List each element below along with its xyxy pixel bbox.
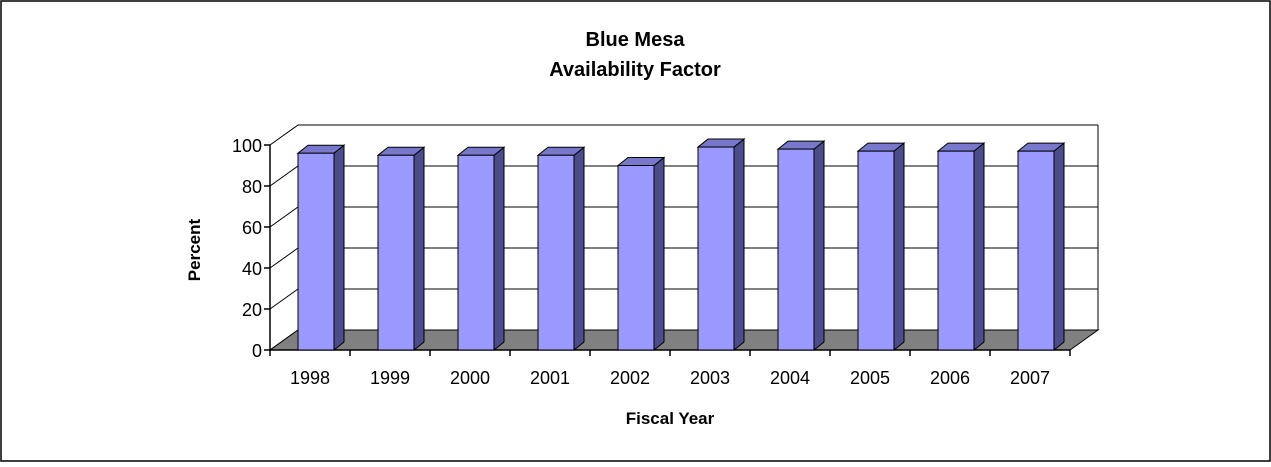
bar-2004	[777, 148, 815, 351]
bar-1999	[377, 154, 415, 351]
bar-side-2001	[573, 146, 585, 352]
plot-area: 0 20 40 60 80 100 1998 1999 2000 2001 2002 2003 2004…	[232, 124, 1100, 388]
x-tick-label: 2003	[690, 368, 730, 388]
y-tick-label: 40	[242, 259, 262, 279]
bar-side-2006	[973, 142, 985, 352]
bar-side-2004	[813, 140, 825, 352]
chart-title: Blue Mesa	[586, 29, 686, 51]
bar-2007	[1017, 150, 1055, 351]
bar-1998	[297, 152, 335, 351]
y-tick-label: 60	[242, 218, 262, 238]
x-axis-title: Fiscal Year	[626, 409, 715, 428]
chart-subtitle: Availability Factor	[549, 59, 721, 81]
x-tick-label: 2006	[930, 368, 970, 388]
x-tick-label: 1999	[370, 368, 410, 388]
y-tick-label: 100	[232, 136, 262, 156]
bar-side-2003	[733, 138, 745, 352]
bar-2002	[617, 165, 655, 351]
x-tick-label: 2004	[770, 368, 810, 388]
bar-side-2007	[1053, 142, 1065, 352]
bar-side-1998	[333, 144, 345, 352]
bar-2005	[857, 150, 895, 351]
x-tick-label: 2007	[1010, 368, 1050, 388]
bar-2001	[537, 154, 575, 351]
y-axis-title: Percent	[185, 218, 204, 281]
y-tick-label: 20	[242, 300, 262, 320]
gridline	[269, 124, 1098, 146]
y-tick-label: 0	[252, 341, 262, 361]
bar-2003	[697, 146, 735, 351]
x-tick-label: 2000	[450, 368, 490, 388]
x-tick-label: 2002	[610, 368, 650, 388]
bar-side-2000	[493, 146, 505, 352]
x-tick-label: 1998	[290, 368, 330, 388]
bar-side-2002	[653, 156, 665, 352]
x-tick-label: 2005	[850, 368, 890, 388]
x-tick-label: 2001	[530, 368, 570, 388]
bar-side-1999	[413, 146, 425, 352]
y-tick-label: 80	[242, 177, 262, 197]
bar-2006	[937, 150, 975, 351]
bar-side-2005	[893, 142, 905, 352]
bar-2000	[457, 154, 495, 351]
